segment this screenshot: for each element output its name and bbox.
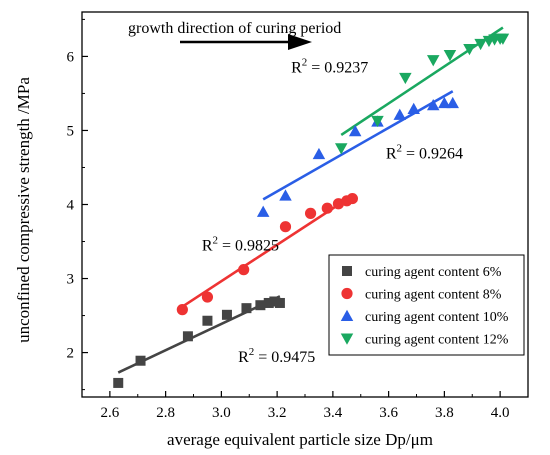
legend-marker [340, 309, 354, 321]
r-squared-label: R2 = 0.9825 [202, 234, 279, 254]
data-point [393, 108, 407, 120]
x-tick-label: 3.4 [324, 405, 343, 421]
x-tick-label: 2.6 [101, 405, 120, 421]
data-point [263, 297, 274, 308]
data-point [348, 124, 362, 137]
arrow-annotation-text: growth direction of curing period [128, 20, 341, 37]
data-markers [113, 33, 510, 388]
data-point [399, 72, 412, 85]
data-point [182, 331, 193, 342]
data-point [256, 205, 270, 217]
x-tick-label: 3.6 [379, 405, 398, 421]
data-point [255, 300, 266, 311]
r-squared-labels: R2 = 0.9475 R2 = 0.9825 R2 = 0.9264 R2 = 0.… [202, 57, 463, 366]
y-tick-label: 5 [67, 123, 75, 139]
x-tick-label: 3.2 [268, 405, 287, 421]
r-squared-label: R2 = 0.9237 [291, 57, 368, 77]
data-point [279, 221, 292, 233]
legend-label: curing agent content 10% [365, 310, 509, 325]
data-point [238, 264, 250, 276]
data-point [241, 303, 252, 314]
x-axis-ticks: 2.6 2.8 3.0 3.2 3.4 3.6 3.8 4.0 [81, 391, 529, 421]
legend-marker [340, 333, 354, 345]
arrow-head [288, 34, 312, 50]
data-point [279, 189, 292, 201]
data-point [371, 115, 384, 128]
data-point [304, 207, 317, 219]
fit-line-3 [262, 90, 454, 201]
data-point [176, 304, 188, 316]
data-point [474, 38, 487, 51]
data-point [201, 291, 214, 303]
r-squared-label: R2 = 0.9475 [238, 346, 315, 366]
data-point [446, 96, 459, 109]
x-tick-label: 3.8 [435, 405, 454, 421]
y-tick-label: 2 [67, 346, 75, 362]
legend-label: curing agent content 8% [365, 288, 502, 303]
legend-marker [342, 266, 352, 276]
r-squared-label: R2 = 0.9264 [386, 143, 463, 163]
y-axis-ticks: 2 3 4 5 6 [67, 18, 88, 391]
x-axis-label: average equivalent particle size Dp/μm [167, 430, 433, 449]
data-point [496, 33, 510, 45]
x-tick-label: 3.0 [212, 405, 231, 421]
y-tick-label: 4 [67, 198, 75, 214]
legend-marker [341, 287, 353, 300]
fit-line-4 [340, 26, 504, 136]
data-point [426, 55, 440, 67]
data-point [346, 192, 358, 205]
data-point [334, 143, 348, 155]
data-point [113, 377, 124, 388]
legend: curing agent content 6% curing agent cont… [328, 254, 525, 356]
data-point [443, 49, 457, 62]
arrow-annotation: growth direction of curing period [128, 20, 341, 50]
data-point [269, 296, 280, 307]
fit-line-2 [181, 194, 354, 308]
data-point [202, 315, 213, 326]
data-point [274, 297, 285, 308]
data-point [438, 96, 451, 109]
data-point [221, 309, 232, 320]
data-point [135, 355, 146, 366]
data-point [312, 147, 326, 160]
data-point [463, 44, 476, 56]
x-tick-label: 4.0 [491, 405, 510, 421]
data-point [426, 99, 440, 111]
x-tick-label: 2.8 [156, 405, 175, 421]
y-tick-label: 3 [67, 272, 75, 288]
legend-box [328, 254, 525, 356]
y-axis-label: unconfined compressive strength /MPa [14, 77, 33, 343]
legend-label: curing agent content 12% [365, 333, 509, 348]
y-tick-label: 6 [67, 49, 75, 65]
legend-label: curing agent content 6% [365, 265, 502, 280]
data-point [321, 202, 333, 214]
data-point [407, 102, 420, 114]
